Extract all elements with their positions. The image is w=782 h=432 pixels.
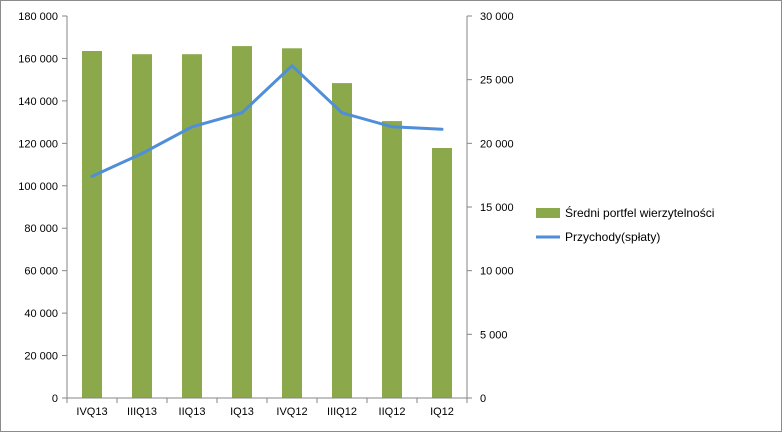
left-axis-tick-label: 140 000 — [18, 96, 58, 108]
right-axis-tick-label: 30 000 — [480, 11, 514, 23]
x-axis-tick-label: IVQ12 — [276, 406, 307, 418]
right-axis-tick-label: 5 000 — [480, 329, 508, 341]
left-axis-tick-label: 0 — [52, 393, 58, 405]
left-axis-tick-label: 120 000 — [18, 138, 58, 150]
bar-iq13 — [232, 46, 252, 398]
left-axis-tick-label: 40 000 — [24, 308, 58, 320]
x-axis-tick-label: IVQ13 — [76, 406, 107, 418]
bar-ivq13 — [82, 51, 102, 398]
left-axis-tick-label: 160 000 — [18, 53, 58, 65]
bar-iq12 — [432, 148, 452, 398]
legend-label-line: Przychody(spłaty) — [565, 230, 660, 244]
bar-iiiq13 — [132, 54, 152, 398]
legend-swatch-bar — [536, 208, 560, 218]
left-axis-tick-label: 60 000 — [24, 266, 58, 278]
bar-ivq12 — [282, 48, 302, 399]
left-axis-tick-label: 100 000 — [18, 181, 58, 193]
right-axis-tick-label: 20 000 — [480, 138, 514, 150]
x-axis-tick-label: IIQ13 — [179, 406, 206, 418]
left-axis-tick-label: 180 000 — [18, 11, 58, 23]
x-axis-tick-label: IIIQ12 — [327, 406, 357, 418]
bar-iiq13 — [182, 54, 202, 398]
x-axis-tick-label: IQ12 — [430, 406, 454, 418]
line-series-przychody — [90, 64, 444, 178]
x-axis-tick-label: IQ13 — [230, 406, 254, 418]
legend-label-bar: Średni portfel wierzytelności — [565, 205, 714, 220]
right-axis-tick-label: 15 000 — [480, 202, 514, 214]
left-axis-tick-label: 80 000 — [24, 223, 58, 235]
right-axis-tick-label: 25 000 — [480, 75, 514, 87]
x-axis-tick-label: IIIQ13 — [127, 406, 157, 418]
left-axis-tick-label: 20 000 — [24, 351, 58, 363]
bar-iiiq12 — [332, 83, 352, 398]
bar-iiq12 — [382, 121, 402, 398]
right-axis-tick-label: 0 — [480, 393, 486, 405]
right-axis-tick-label: 10 000 — [480, 266, 514, 278]
x-axis-tick-label: IIQ12 — [379, 406, 406, 418]
